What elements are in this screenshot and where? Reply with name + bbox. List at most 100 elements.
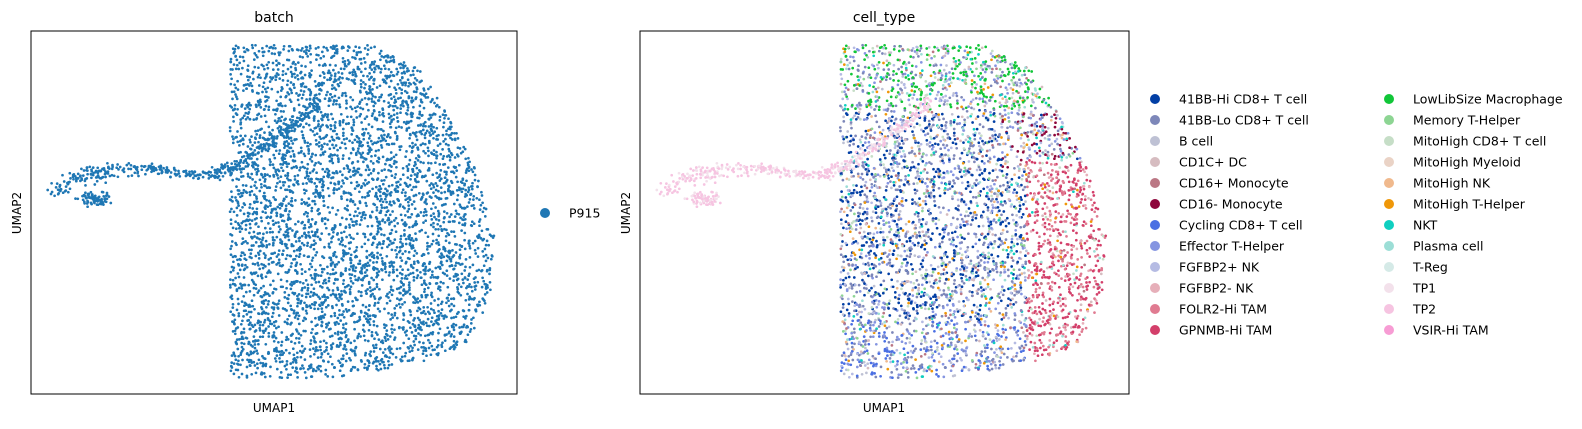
data-point (380, 93, 384, 97)
data-point (227, 167, 230, 170)
data-point (320, 50, 324, 54)
data-point (401, 293, 405, 297)
data-point (467, 186, 471, 189)
data-point (310, 155, 313, 159)
data-point (364, 289, 368, 293)
data-point (399, 297, 403, 301)
data-point (238, 164, 242, 168)
data-point (335, 303, 338, 307)
data-point (321, 188, 325, 192)
data-point (449, 213, 453, 216)
data-point (290, 340, 293, 344)
data-point (448, 189, 452, 193)
data-point (220, 166, 223, 169)
data-point (299, 333, 303, 337)
data-point (309, 177, 313, 181)
data-point (338, 105, 342, 109)
data-point (296, 304, 299, 308)
data-point (250, 135, 253, 138)
data-point (408, 225, 411, 229)
data-point (290, 139, 293, 143)
data-point (333, 72, 337, 76)
data-point (237, 192, 240, 196)
data-point (349, 217, 353, 221)
data-point (351, 281, 355, 285)
data-point (276, 168, 280, 172)
data-point (396, 82, 400, 86)
data-point (377, 136, 381, 140)
data-point (282, 63, 285, 67)
data-point (337, 299, 341, 302)
data-point (89, 172, 93, 176)
data-point (370, 255, 374, 258)
data-point (326, 172, 330, 176)
data-point (237, 314, 241, 318)
data-point (284, 244, 288, 248)
data-point (285, 225, 289, 229)
data-point (352, 237, 355, 241)
data-point (283, 364, 287, 368)
data-point (238, 55, 242, 59)
data-point (386, 134, 390, 137)
data-point (331, 375, 335, 379)
data-point (351, 98, 355, 102)
data-point (422, 193, 425, 197)
data-point (445, 129, 448, 133)
data-point (292, 358, 295, 361)
data-point (435, 96, 439, 100)
data-point (287, 142, 291, 146)
data-point (463, 182, 467, 186)
data-point (367, 180, 371, 184)
data-point (281, 180, 285, 184)
data-point (329, 355, 332, 359)
data-point (273, 52, 277, 56)
data-point (478, 303, 482, 307)
data-point (348, 292, 352, 296)
data-point (296, 77, 300, 81)
data-point (395, 255, 398, 259)
data-point (403, 214, 407, 217)
data-point (160, 170, 164, 174)
data-point (314, 324, 318, 328)
data-point (971, 218, 974, 222)
data-point (375, 159, 379, 163)
data-point (294, 222, 297, 226)
data-point (1081, 318, 1085, 321)
data-point (229, 247, 232, 251)
data-point (265, 63, 269, 67)
data-point (351, 365, 355, 369)
data-point (308, 203, 311, 207)
data-point (351, 312, 354, 316)
data-point (309, 262, 312, 266)
data-point (338, 121, 342, 125)
data-point (261, 266, 265, 270)
data-point (283, 320, 287, 324)
data-point (225, 161, 229, 165)
data-point (343, 91, 347, 95)
data-point (269, 283, 272, 287)
data-point (991, 256, 995, 260)
data-point (449, 334, 453, 338)
data-point (477, 179, 480, 183)
data-point (282, 184, 285, 187)
data-point (308, 44, 312, 48)
data-point (302, 125, 305, 129)
data-point (467, 303, 471, 307)
data-point (274, 112, 277, 116)
data-point (285, 223, 288, 226)
data-point (247, 101, 251, 105)
data-point (403, 331, 407, 334)
data-point (288, 210, 291, 213)
data-point (338, 361, 342, 365)
data-point (422, 341, 425, 345)
data-point (275, 72, 279, 75)
data-point (424, 321, 428, 325)
data-point (261, 136, 265, 140)
data-point (323, 142, 326, 146)
data-point (241, 183, 245, 187)
data-point (292, 82, 296, 86)
data-point (442, 154, 446, 158)
data-point (954, 142, 958, 146)
data-point (305, 172, 309, 175)
data-point (463, 206, 467, 210)
